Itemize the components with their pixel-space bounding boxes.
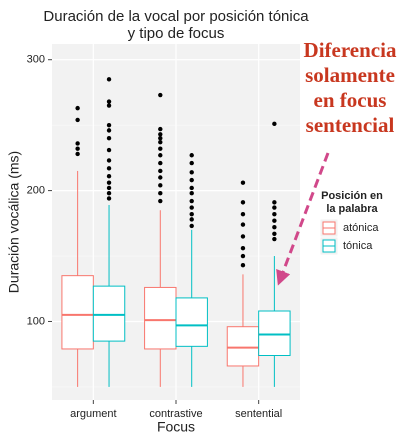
x-axis-label: Focus [157,419,195,435]
outlier [240,211,246,217]
outlier [106,122,112,128]
box [144,286,177,350]
outlier [158,139,163,145]
outlier [75,151,80,157]
outlier [106,166,112,171]
outlier [158,136,163,141]
outlier [240,234,246,239]
outlier [158,92,163,98]
outlier [106,128,112,133]
outlier [189,217,194,222]
outlier [189,191,194,196]
annotation: Diferencia [304,38,397,62]
outlier [272,231,277,236]
box [175,297,208,347]
chart-title: Duración de la vocal por posición tónica [43,8,309,25]
outlier [272,211,277,217]
outlier [106,191,112,196]
outlier [106,77,112,82]
outlier [272,121,277,127]
outlier [158,191,163,196]
y-tick-label: 300 [27,54,45,66]
outlier [158,168,163,174]
outlier [106,180,112,185]
outlier [272,218,277,223]
outlier [189,185,194,191]
legend-label: tónica [343,240,373,252]
outlier [106,173,112,179]
outlier [75,117,80,123]
outlier [189,205,194,210]
x-tick-label: sentential [235,408,282,420]
outlier [189,223,194,229]
legend-title: la palabra [326,203,378,215]
y-tick-label: 200 [27,184,45,196]
outlier [158,175,163,180]
outlier [75,146,80,151]
chart-title: y tipo de focus [128,25,225,42]
outlier [272,225,277,230]
outlier [240,253,246,259]
legend-title: Posición en [321,190,383,202]
outlier [75,105,80,111]
outlier [106,158,112,163]
outlier [106,136,112,141]
outlier [106,185,112,191]
outlier [189,160,194,166]
annotation: sentencial [306,113,395,137]
box [226,326,260,367]
outlier [240,245,246,251]
outlier [158,183,163,188]
box [61,275,94,350]
box [92,285,126,342]
annotation: solamente [305,63,395,87]
outlier [272,236,277,242]
outlier [189,153,194,158]
outlier [106,147,112,153]
outlier [272,205,277,210]
annotation-arrow [276,152,330,286]
outlier [158,153,163,158]
outlier [240,222,246,227]
outlier [158,198,163,204]
outlier [240,262,246,268]
outlier [158,132,163,137]
outlier [106,196,112,201]
outlier [240,200,246,205]
y-tick-label: 100 [27,315,45,327]
outlier [158,126,163,132]
outlier [106,103,112,108]
legend-label: atónica [343,222,379,234]
outlier [240,180,246,185]
outlier [75,141,80,146]
outlier [189,211,194,217]
x-tick-label: contrastive [149,408,202,420]
outlier [158,146,163,151]
annotation: en focus [314,88,387,112]
outlier [189,198,194,204]
box [258,310,291,356]
outlier [189,170,194,175]
outlier [106,99,112,104]
x-tick-label: argument [70,408,116,420]
outlier [189,177,194,183]
outlier [158,160,163,166]
y-axis-label: Duración vocálica (ms) [6,151,22,293]
outlier [272,200,277,205]
